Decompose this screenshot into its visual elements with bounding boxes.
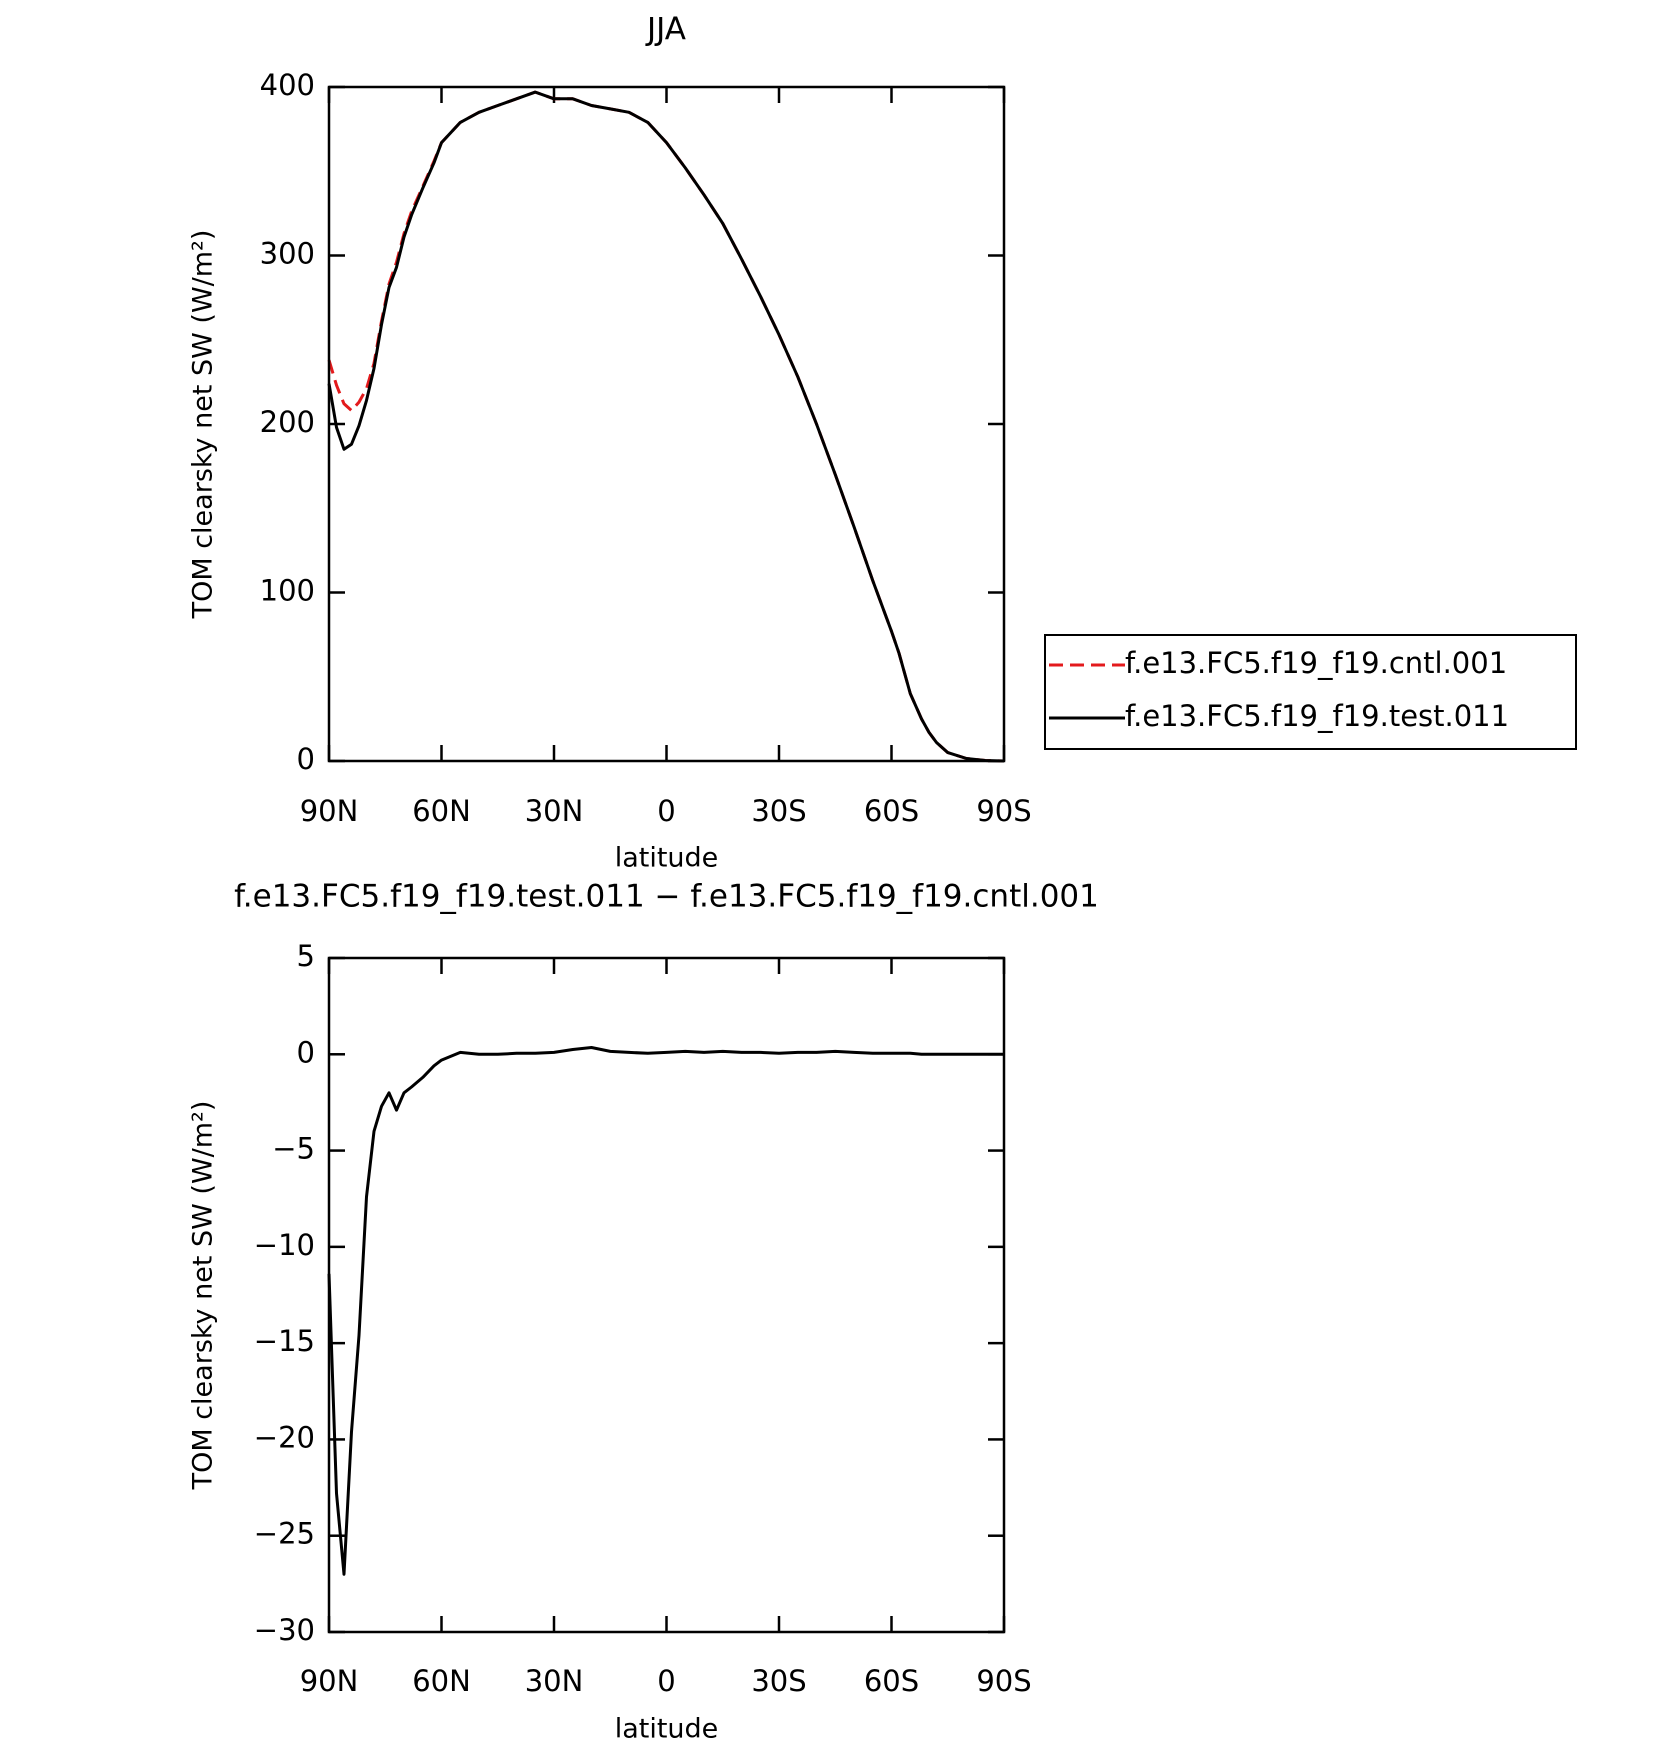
x-tick-label: 90S <box>976 794 1031 828</box>
y-tick-label: −15 <box>254 1324 315 1358</box>
y-tick-label: 100 <box>260 574 315 608</box>
y-tick-label: 0 <box>297 742 315 776</box>
x-axis-label: latitude <box>615 1714 719 1745</box>
x-tick-label: 0 <box>657 1664 675 1698</box>
x-tick-label: 90N <box>300 794 359 828</box>
y-axis-label: TOM clearsky net SW (W/m²) <box>188 1101 219 1491</box>
chart-title: f.e13.FC5.f19_f19.test.011 − f.e13.FC5.f… <box>234 879 1099 915</box>
y-axis-label: TOM clearsky net SW (W/m²) <box>188 230 219 620</box>
chart-title: JJA <box>645 12 686 48</box>
series-line <box>327 90 1005 763</box>
y-tick-label: −30 <box>254 1613 315 1647</box>
y-tick-label: −20 <box>254 1420 315 1454</box>
y-tick-label: 400 <box>260 68 315 102</box>
x-tick-label: 60N <box>412 1664 471 1698</box>
legend-box <box>1044 634 1577 750</box>
legend-label: f.e13.FC5.f19_f19.test.011 <box>1125 699 1509 733</box>
x-tick-label: 30N <box>525 794 584 828</box>
series-line <box>327 1046 1004 1576</box>
legend-label: f.e13.FC5.f19_f19.cntl.001 <box>1125 646 1507 680</box>
y-tick-label: −5 <box>272 1132 315 1166</box>
y-tick-label: 0 <box>297 1035 315 1069</box>
x-tick-label: 0 <box>657 794 675 828</box>
x-tick-label: 60S <box>864 1664 919 1698</box>
x-tick-label: 30S <box>751 1664 806 1698</box>
x-tick-label: 60S <box>864 794 919 828</box>
series-line <box>327 90 1005 763</box>
x-tick-label: 30N <box>525 1664 584 1698</box>
y-tick-label: 300 <box>260 237 315 271</box>
x-tick-label: 60N <box>412 794 471 828</box>
x-tick-label: 90N <box>300 1664 359 1698</box>
x-axis-label: latitude <box>615 843 719 874</box>
y-tick-label: −25 <box>254 1517 315 1551</box>
x-tick-label: 90S <box>976 1664 1031 1698</box>
y-tick-label: 200 <box>260 405 315 439</box>
y-tick-label: −10 <box>254 1228 315 1262</box>
x-tick-label: 30S <box>751 794 806 828</box>
y-tick-label: 5 <box>297 939 315 973</box>
plot-frame <box>327 85 1006 763</box>
plot-frame <box>327 956 1006 1634</box>
